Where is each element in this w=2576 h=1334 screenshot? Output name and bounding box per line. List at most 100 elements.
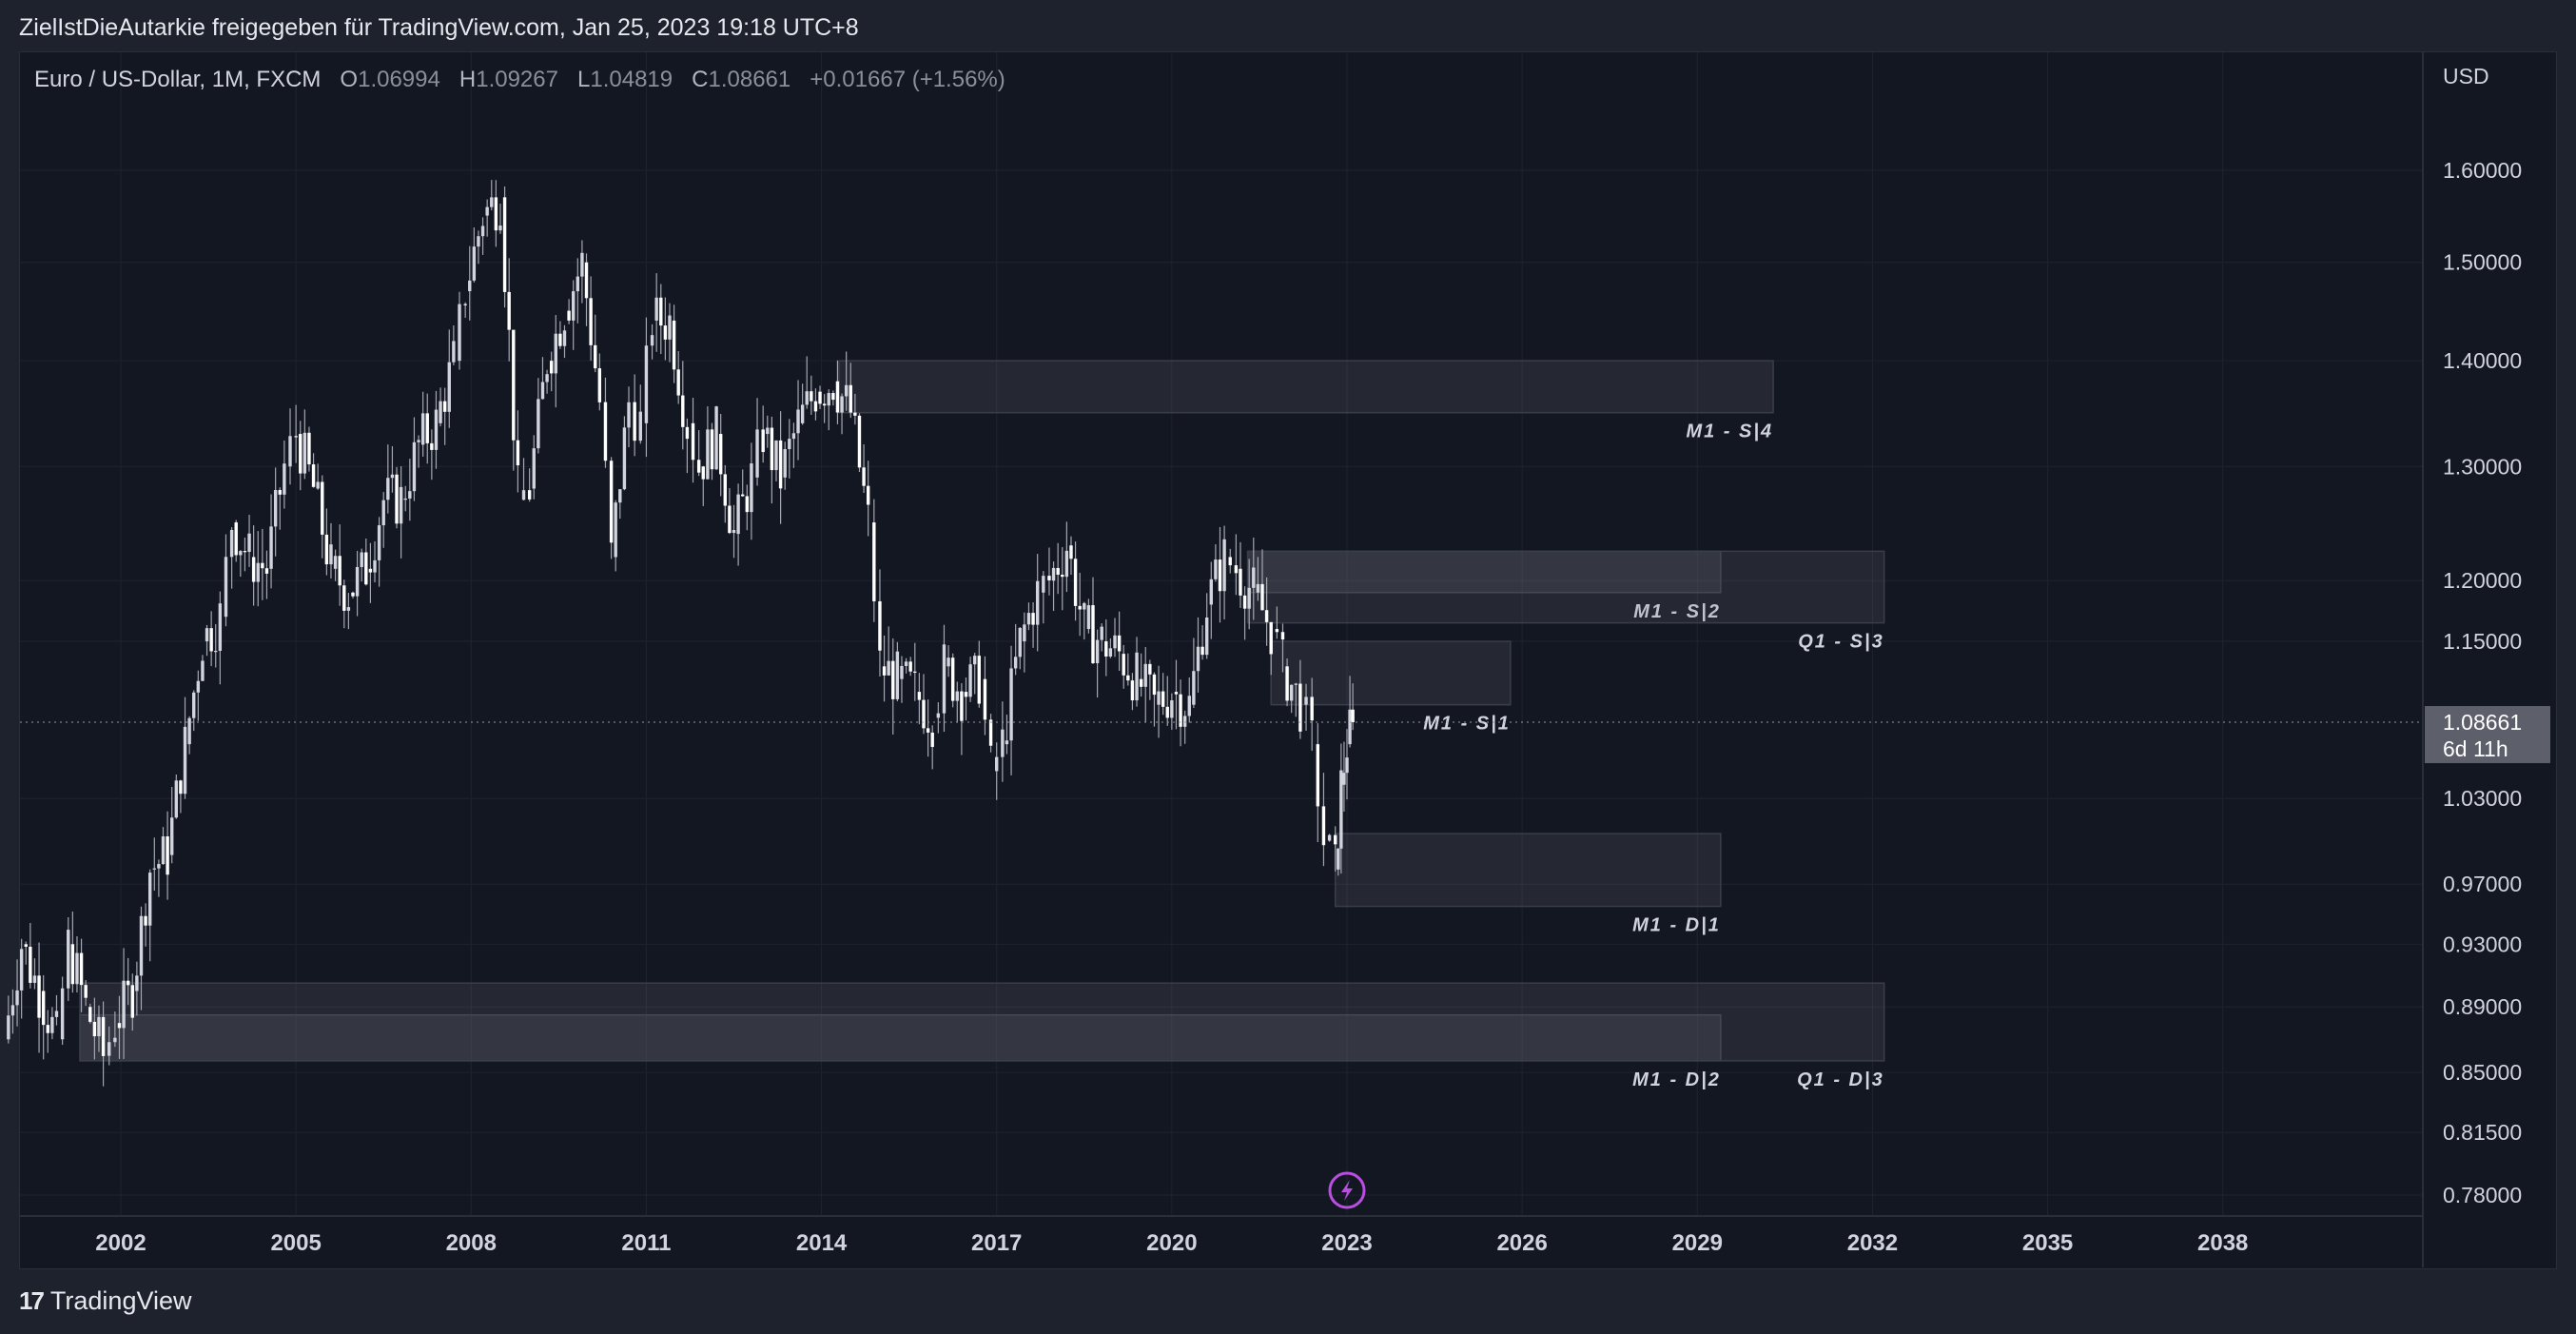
candle-body [24, 944, 28, 947]
candle-body [567, 310, 571, 321]
candle-body [1242, 595, 1247, 609]
candle-body [840, 396, 844, 413]
candle-body [654, 297, 658, 321]
candle-body [261, 562, 264, 569]
candle-body [1126, 675, 1130, 681]
candle-body [316, 481, 320, 489]
candle-body [390, 474, 395, 479]
candle-body [179, 780, 183, 795]
candle-body [1200, 646, 1204, 656]
candle-body [174, 780, 179, 818]
x-tick-label: 2032 [1847, 1230, 1898, 1256]
candle-body [1108, 648, 1113, 657]
last-price-box[interactable] [2425, 706, 2550, 764]
zone-label: M1 - D|1 [1632, 915, 1721, 936]
candle-body [1196, 646, 1200, 672]
candle-body [294, 436, 298, 438]
y-tick-label: 1.30000 [2443, 454, 2522, 479]
candle-body [849, 384, 852, 413]
candle-body [187, 717, 191, 745]
candle-body [307, 432, 311, 465]
candle-body [19, 949, 24, 991]
candle-body [7, 1015, 10, 1040]
candle-body [1078, 605, 1082, 610]
candle-body [1239, 568, 1242, 596]
candle-body [761, 429, 765, 453]
candle-body [170, 817, 174, 855]
zone-box [838, 360, 1774, 414]
candle-body [1035, 580, 1040, 625]
candle-body [549, 361, 554, 374]
candle-body [50, 1016, 54, 1033]
price-chart[interactable]: M1 - S|4 M1 - S|2 Q1 - S|3 M1 - S|1 M1 - D|1… [0, 0, 2576, 1269]
candle-body [1139, 678, 1143, 687]
candle-body [1161, 691, 1165, 707]
candle-body [430, 442, 434, 450]
candle-body [1174, 692, 1179, 695]
y-tick-label: 1.15000 [2443, 629, 2522, 654]
candle-body [650, 335, 654, 346]
candle-body [157, 864, 161, 869]
candle-body [395, 474, 399, 524]
candle-body [381, 500, 385, 526]
candle-body [917, 692, 922, 700]
high-key: H [459, 67, 477, 92]
candle-body [75, 952, 79, 985]
candle-body [882, 666, 887, 676]
candle-body [1247, 587, 1251, 609]
zone-box [79, 982, 1885, 1062]
candle-body [130, 985, 134, 1018]
candle-body [399, 486, 403, 524]
candle-body [663, 325, 668, 340]
candle-body [618, 489, 622, 503]
candle-body [417, 440, 420, 442]
candle-body [1143, 663, 1147, 687]
symbol-name[interactable]: Euro / US-Dollar, 1M, FXCM [34, 67, 322, 92]
candle-body [835, 381, 840, 413]
candle-body [633, 402, 636, 441]
candle-body [1083, 602, 1086, 610]
candle-body [507, 291, 511, 330]
tradingview-logo[interactable]: 17 TradingView [19, 1286, 192, 1316]
candle-body [791, 433, 796, 440]
y-tick-label: 0.81500 [2443, 1120, 2522, 1145]
candle-body [15, 990, 19, 1006]
y-tick-label: 1.20000 [2443, 568, 2522, 593]
candle-body [597, 368, 602, 402]
candle-body [644, 345, 649, 423]
currency-label: USD [2443, 64, 2489, 88]
candle-body [813, 401, 818, 412]
candle-body [10, 1005, 15, 1016]
tradingview-logo-icon: 17 [19, 1286, 45, 1315]
candle-body [672, 320, 676, 370]
candle-body [681, 395, 685, 427]
candle-body [477, 236, 480, 247]
candle-body [1182, 716, 1187, 727]
candle-body [936, 713, 941, 718]
candle-body [67, 930, 70, 989]
y-tick-label: 1.03000 [2443, 786, 2522, 811]
candle-body [857, 415, 862, 468]
candle-body [1005, 740, 1009, 745]
candle-body [983, 678, 987, 720]
candle-body [1228, 557, 1232, 566]
candle-body [243, 551, 247, 553]
y-tick-label: 1.60000 [2443, 158, 2522, 183]
lightning-icon[interactable] [1328, 1171, 1366, 1209]
zone-label: M1 - S|2 [1633, 601, 1721, 622]
zone-box [79, 1013, 1722, 1062]
candle-body [452, 341, 456, 363]
chart-frame[interactable] [19, 51, 2557, 1269]
brand-name: TradingView [49, 1286, 192, 1315]
candle-body [1351, 709, 1355, 723]
candle-body [373, 559, 377, 573]
lightning-bolt [1341, 1180, 1353, 1201]
candle-body [926, 728, 930, 733]
candle-body [960, 691, 964, 721]
y-tick-label: 1.40000 [2443, 348, 2522, 373]
candle-body [1031, 613, 1035, 625]
candle-body [229, 529, 234, 558]
candle-body [166, 836, 169, 875]
candle-body [862, 467, 866, 486]
candle-body [239, 551, 243, 556]
